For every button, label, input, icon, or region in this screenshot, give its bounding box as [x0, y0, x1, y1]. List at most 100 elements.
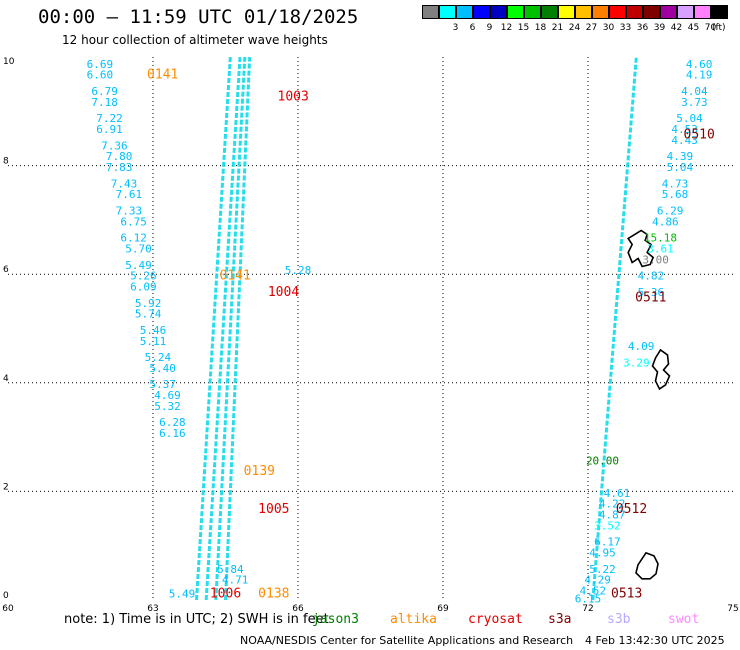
legend-label: 42	[670, 23, 683, 33]
swh-value: 4.60	[686, 58, 713, 71]
swh-value: 3.52	[594, 519, 621, 532]
legend-label: 36	[636, 23, 649, 33]
swh-value: 5.28	[285, 264, 312, 277]
swh-value: 4.39	[667, 150, 694, 163]
swh-value: 3.73	[681, 96, 708, 109]
swh-value: 7.22	[96, 112, 123, 125]
swh-value: 5.11	[140, 335, 167, 348]
track-id-label: 0141	[147, 68, 178, 83]
swh-value: 5.32	[154, 400, 181, 413]
x-tick-label: 63	[147, 604, 158, 614]
swh-value: 7.80	[106, 150, 133, 163]
swh-value: 4.04	[681, 85, 708, 98]
x-tick-label: 72	[582, 604, 593, 614]
swh-value: 7.43	[111, 177, 138, 190]
swh-value: 5.68	[662, 188, 689, 201]
legend-swatch	[677, 5, 694, 19]
x-tick-label: 60	[2, 604, 14, 614]
swh-value: 5.04	[676, 112, 703, 125]
legend-label: 15	[517, 23, 530, 33]
island-outline	[651, 348, 671, 391]
credit: NOAA/NESDIS Center for Satellite Applica…	[240, 634, 574, 647]
track-id-label: 1005	[258, 502, 289, 517]
mission-label-cryosat: cryosat	[468, 612, 523, 627]
legend-swatch	[609, 5, 626, 19]
legend-label: 24	[568, 23, 581, 33]
swh-value: 4.09	[628, 340, 655, 353]
swh-value: 6.79	[91, 85, 118, 98]
legend-label: 39	[653, 23, 666, 33]
swh-value: 7.18	[91, 96, 118, 109]
legend-swatch	[558, 5, 575, 19]
legend-swatch	[711, 5, 728, 19]
swh-value: 6.91	[96, 123, 123, 136]
legend-label: 12	[500, 23, 513, 33]
swh-value: 4.87	[599, 509, 626, 522]
mission-label-s3b: s3b	[607, 612, 631, 627]
legend-swatch	[575, 5, 592, 19]
swh-value: 4.71	[222, 574, 249, 587]
swh-value: 6.12	[120, 232, 147, 245]
legend-label: 27	[585, 23, 598, 33]
pass-track-1006	[195, 56, 232, 601]
x-tick-label: 69	[437, 604, 449, 614]
mission-label-swot: swot	[668, 612, 700, 627]
swh-value: 15.18	[644, 232, 677, 245]
track-labels: 0141 1003 0510 0141 1004 0511 0139 1005 0512 1006…	[147, 68, 715, 602]
measurements: 6.696.60 6.797.18 7.226.91 7.367.807.83 7.43…	[87, 58, 713, 606]
swh-value: 4.43	[671, 134, 698, 147]
legend-swatch	[643, 5, 660, 19]
legend-label: 9	[486, 23, 493, 33]
track-id-label: 1004	[268, 285, 299, 300]
grid	[8, 57, 733, 600]
swh-value: 4.82	[638, 270, 665, 283]
legend-swatch	[473, 5, 490, 19]
legend-swatch	[694, 5, 711, 19]
legend-label: 21	[551, 23, 564, 33]
islands	[627, 229, 671, 580]
swh-value: 6.75	[120, 215, 147, 228]
swh-value: 5.37	[149, 378, 176, 391]
legend-swatch	[490, 5, 507, 19]
legend-swatch	[422, 5, 439, 19]
swh-value: 3.29	[623, 357, 650, 370]
swh-value: 6.15	[575, 593, 602, 606]
track-id-label: 0510	[684, 127, 715, 142]
generated-timestamp: 4 Feb 13:42:30 UTC 2025	[585, 634, 725, 647]
swh-value: 6.16	[159, 427, 186, 440]
swh-value: 4.52	[580, 585, 607, 598]
legend-swatch	[660, 5, 677, 19]
track-id-label: 0512	[616, 502, 647, 517]
swh-value: 6.60	[87, 69, 114, 82]
pass-track-1003	[224, 56, 252, 601]
legend-label: 33	[619, 23, 632, 33]
swh-value: 5.24	[145, 351, 172, 364]
legend-label: 3	[452, 23, 459, 33]
x-tick-label: 75	[727, 604, 738, 614]
swh-value: 5.74	[135, 308, 162, 321]
legend-label: 18	[534, 23, 547, 33]
legend-swatch	[456, 5, 473, 19]
swh-value: 6.69	[87, 58, 114, 71]
swh-value: 5.84	[217, 563, 244, 576]
y-tick-label: 0	[3, 591, 9, 601]
pass-track-1005	[204, 56, 242, 601]
track-id-label: 0513	[611, 586, 642, 601]
swh-value: 4.95	[589, 547, 616, 560]
swh-value: 4.86	[652, 215, 679, 228]
legend-swatch	[592, 5, 609, 19]
footer-note: note: 1) Time is in UTC; 2) SWH is in fe…	[64, 612, 329, 627]
track-id-label: 0139	[244, 464, 275, 479]
mission-label-altika: altika	[390, 612, 437, 627]
satellite-passes	[195, 56, 638, 601]
y-tick-label: 4	[3, 374, 9, 384]
track-id-label: 0138	[258, 586, 289, 601]
legend-label: 45	[687, 23, 700, 33]
swh-value: 4.69	[154, 389, 181, 402]
mission-label-s3a: s3a	[548, 612, 572, 627]
swh-value: 4.22	[599, 498, 626, 511]
legend-label: 70	[704, 23, 717, 33]
y-tick-label: 6	[3, 265, 9, 275]
